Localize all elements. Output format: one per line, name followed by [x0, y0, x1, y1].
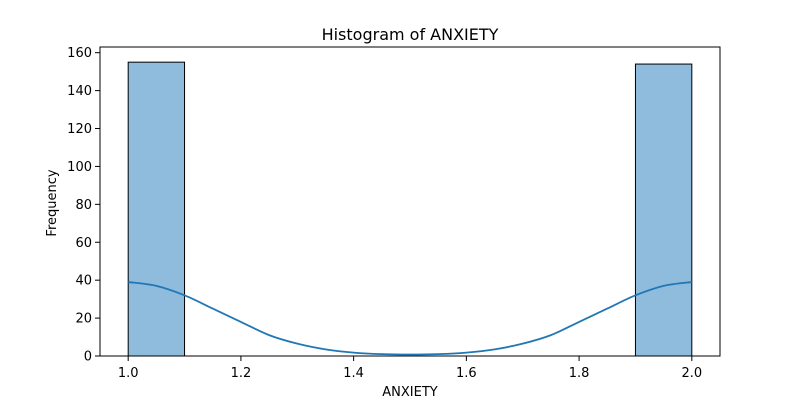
y-tick-label-1: 20	[75, 312, 92, 327]
histogram-bar-0	[127, 61, 186, 357]
y-axis-label: Frequency	[45, 169, 60, 236]
y-tick-label-8: 160	[67, 46, 92, 61]
y-tick-label-6: 120	[67, 122, 92, 137]
x-tick-label-4: 1.8	[569, 366, 590, 381]
bars-layer	[127, 61, 693, 357]
x-tick-label-3: 1.6	[456, 366, 477, 381]
y-tick-label-2: 40	[75, 274, 92, 289]
kde-curve	[128, 281, 692, 356]
x-tick-label-1: 1.2	[231, 366, 252, 381]
y-tick-label-4: 80	[75, 198, 92, 213]
x-tick-label-5: 2.0	[681, 366, 702, 381]
y-tick-label-5: 100	[67, 160, 92, 175]
y-tick-label-3: 60	[75, 236, 92, 251]
x-tick-label-2: 1.4	[343, 366, 364, 381]
x-tick-label-0: 1.0	[118, 366, 139, 381]
histogram-bar-9	[634, 63, 693, 357]
y-tick-label-7: 140	[67, 84, 92, 99]
chart-title: Histogram of ANXIETY	[322, 25, 499, 44]
y-tick-label-0: 0	[84, 350, 92, 365]
x-axis-ticks: 1.0 1.2 1.4 1.6 1.8 2.0	[118, 356, 702, 381]
x-axis-label: ANXIETY	[382, 385, 438, 400]
y-axis-ticks: 0 20 40 60 80 100 120 140 160	[67, 46, 100, 365]
plot-frame	[99, 46, 721, 357]
